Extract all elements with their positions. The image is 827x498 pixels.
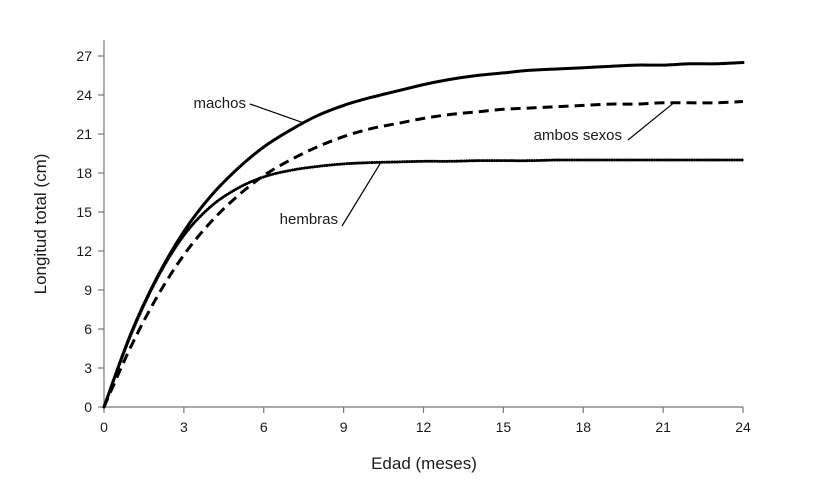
y-axis-title: Longitud total (cm) <box>31 154 50 295</box>
y-tick-label: 18 <box>76 165 92 181</box>
x-tick-label: 6 <box>260 419 268 435</box>
series-line-hembras <box>102 158 745 409</box>
axes: 0 3 6 9 12 15 18 21 24 0 3 6 9 12 15 18 21 24 27 <box>76 40 751 435</box>
x-tick-label: 24 <box>735 419 751 435</box>
x-tick-label: 18 <box>575 419 591 435</box>
y-tick-label: 21 <box>76 126 92 142</box>
series-line-machos <box>102 61 745 409</box>
y-tick-label: 3 <box>84 360 92 376</box>
x-tick-label: 9 <box>340 419 348 435</box>
x-tick-label: 15 <box>496 419 512 435</box>
x-tick-label: 3 <box>180 419 188 435</box>
y-tick-label: 12 <box>76 243 92 259</box>
y-tick-label: 0 <box>84 399 92 415</box>
y-tick-label: 24 <box>76 87 92 103</box>
leader-line-machos <box>249 103 304 124</box>
leader-line-ambos-sexos <box>627 102 675 141</box>
leader-line-hembras <box>341 162 382 227</box>
series-line-ambos-sexos <box>102 100 744 408</box>
y-tick-label: 15 <box>76 204 92 220</box>
series-label-ambos-sexos: ambos sexos <box>534 127 622 144</box>
y-tick-label: 9 <box>84 282 92 298</box>
annotation-layer: machos ambos sexos hembras <box>193 95 675 228</box>
y-tick-label: 27 <box>76 48 92 64</box>
x-tick-label: 12 <box>416 419 432 435</box>
x-tick-label: 21 <box>655 419 671 435</box>
y-tick-label: 6 <box>84 321 92 337</box>
series-layer <box>102 61 745 409</box>
series-label-machos: machos <box>193 95 246 112</box>
x-tick-label: 0 <box>100 419 108 435</box>
x-axis-title: Edad (meses) <box>371 454 477 473</box>
series-label-hembras: hembras <box>280 211 338 228</box>
